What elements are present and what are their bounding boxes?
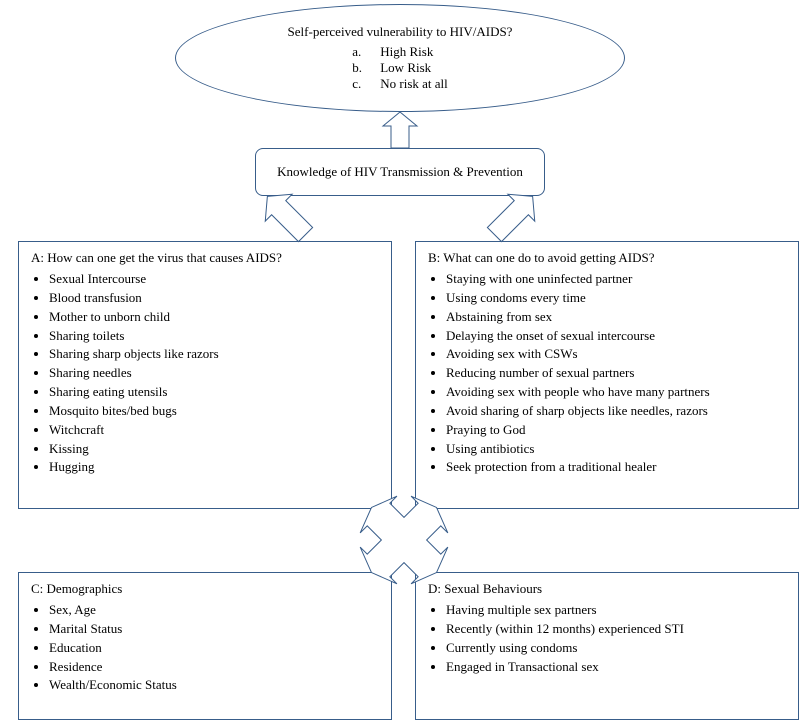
list-item: Sharing sharp objects like razors — [49, 345, 379, 364]
list-item: Using antibiotics — [446, 440, 786, 459]
list-item: Mother to unborn child — [49, 308, 379, 327]
ellipse-title: Self-perceived vulnerability to HIV/AIDS… — [288, 24, 513, 40]
list-item: Abstaining from sex — [446, 308, 786, 327]
option-b: b. Low Risk — [352, 60, 448, 76]
list-item: Hugging — [49, 458, 379, 477]
panel-d-behaviours: D: Sexual Behaviours Having multiple sex… — [415, 572, 799, 720]
panel-c-demographics: C: Demographics Sex, AgeMarital StatusEd… — [18, 572, 392, 720]
center-knowledge-box: Knowledge of HIV Transmission & Preventi… — [255, 148, 545, 196]
list-item: Reducing number of sexual partners — [446, 364, 786, 383]
panel-c-list: Sex, AgeMarital StatusEducationResidence… — [31, 601, 379, 695]
list-item: Sharing toilets — [49, 327, 379, 346]
list-item: Staying with one uninfected partner — [446, 270, 786, 289]
list-item: Seek protection from a traditional heale… — [446, 458, 786, 477]
panel-a-transmission: A: How can one get the virus that causes… — [18, 241, 392, 509]
list-item: Mosquito bites/bed bugs — [49, 402, 379, 421]
list-item: Witchcraft — [49, 421, 379, 440]
panel-a-title: A: How can one get the virus that causes… — [31, 250, 379, 266]
list-item: Using condoms every time — [446, 289, 786, 308]
list-item: Wealth/Economic Status — [49, 676, 379, 695]
option-c: c. No risk at all — [352, 76, 448, 92]
list-item: Marital Status — [49, 620, 379, 639]
panel-c-title: C: Demographics — [31, 581, 379, 597]
list-item: Sharing eating utensils — [49, 383, 379, 402]
ellipse-content: Self-perceived vulnerability to HIV/AIDS… — [288, 24, 513, 92]
panel-a-list: Sexual IntercourseBlood transfusionMothe… — [31, 270, 379, 477]
panel-d-title: D: Sexual Behaviours — [428, 581, 786, 597]
list-item: Sex, Age — [49, 601, 379, 620]
ellipse-vulnerability: Self-perceived vulnerability to HIV/AIDS… — [175, 4, 625, 112]
panel-b-title: B: What can one do to avoid getting AIDS… — [428, 250, 786, 266]
list-item: Avoiding sex with people who have many p… — [446, 383, 786, 402]
list-item: Residence — [49, 658, 379, 677]
panel-b-prevention: B: What can one do to avoid getting AIDS… — [415, 241, 799, 509]
list-item: Having multiple sex partners — [446, 601, 786, 620]
panel-b-list: Staying with one uninfected partnerUsing… — [428, 270, 786, 477]
list-item: Praying to God — [446, 421, 786, 440]
list-item: Blood transfusion — [49, 289, 379, 308]
panel-d-list: Having multiple sex partnersRecently (wi… — [428, 601, 786, 676]
option-a: a. High Risk — [352, 44, 448, 60]
list-item: Recently (within 12 months) experienced … — [446, 620, 786, 639]
list-item: Kissing — [49, 440, 379, 459]
arrow-up-icon — [383, 112, 417, 148]
list-item: Engaged in Transactional sex — [446, 658, 786, 677]
list-item: Currently using condoms — [446, 639, 786, 658]
list-item: Delaying the onset of sexual intercourse — [446, 327, 786, 346]
list-item: Education — [49, 639, 379, 658]
list-item: Avoid sharing of sharp objects like need… — [446, 402, 786, 421]
center-box-text: Knowledge of HIV Transmission & Preventi… — [277, 164, 523, 180]
list-item: Sharing needles — [49, 364, 379, 383]
list-item: Avoiding sex with CSWs — [446, 345, 786, 364]
ellipse-options: a. High Risk b. Low Risk c. No risk at a… — [352, 44, 448, 92]
list-item: Sexual Intercourse — [49, 270, 379, 289]
